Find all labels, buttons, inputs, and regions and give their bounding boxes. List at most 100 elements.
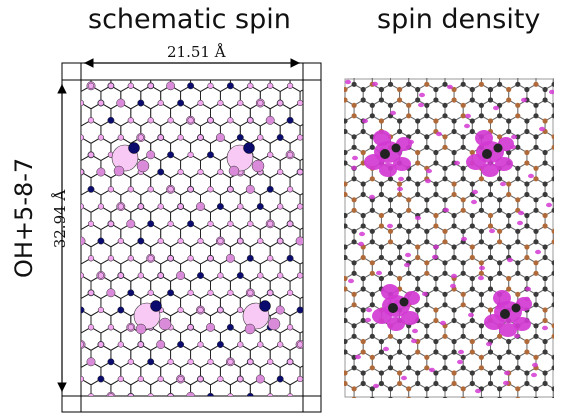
atom [543,412,548,417]
spin-site [286,116,294,124]
lattice-ring [310,276,330,299]
atom [351,396,357,398]
cluster-atom [391,143,401,153]
lattice-ring [426,382,446,398]
spin-site [277,99,284,107]
atom [342,402,347,407]
lattice-ring [471,241,491,264]
atom [369,302,375,308]
lattice-ring [344,308,346,322]
density-lobe-small [535,249,541,255]
lattice-ring [490,178,510,201]
lattice-ring [269,343,291,369]
atom [333,323,338,328]
density-lobe-small [475,388,481,394]
spin-site [207,392,214,396]
lattice-ring [318,258,336,279]
lattice-ring [150,378,172,396]
atom [497,386,503,392]
lattice-ring [320,86,340,109]
spin-site [97,134,104,141]
spin-site [68,255,74,261]
atom [424,386,430,392]
lattice-ring [150,274,172,300]
spin-site [287,186,294,193]
atom [361,412,366,417]
atom [533,354,539,360]
lattice-ring [353,382,373,398]
lattice-ring [229,205,251,231]
atom [433,412,438,417]
atom [487,118,494,124]
atom [478,260,484,266]
atom [543,402,548,407]
spin-site [68,83,74,89]
atom [497,396,502,398]
defect-positive-site [251,159,265,173]
atom [315,82,320,87]
atom [344,307,348,313]
atom [344,223,348,229]
atom [478,228,484,234]
atom [370,71,375,76]
lattice-ring [81,119,102,144]
atom [351,113,357,119]
spin-site [137,375,144,383]
atom [488,402,493,407]
density-lobe-small [528,173,534,179]
lattice-ring [499,382,519,398]
lattice-ring [269,171,291,196]
atom [487,86,494,93]
atom [433,191,439,198]
atom [315,271,320,276]
spin-site [207,358,214,365]
lattice-ring [327,399,345,417]
spin-site [227,220,234,227]
spin-site [137,272,144,279]
atom [369,260,375,266]
atom [551,134,554,140]
atom [442,333,448,339]
atom [533,396,539,398]
spin-site [157,99,164,107]
atom [460,365,466,371]
lattice-ring [435,367,455,390]
atom [406,270,412,276]
spin-site [215,133,225,142]
spin-site [157,375,164,383]
atom [397,97,403,103]
atom [351,197,357,203]
lattice-ring [190,274,211,300]
lattice-ring [544,83,554,106]
lattice-ring [120,361,142,386]
spin-site [81,341,85,348]
atom [442,102,448,108]
spin-site [277,341,284,348]
atom [415,191,421,198]
atom [315,334,320,339]
atom [344,97,348,103]
spin-site [287,82,294,89]
lattice-ring [399,241,419,264]
lattice-ring [553,356,554,369]
spin-site [307,152,313,158]
spin-site [277,237,284,245]
spin-site [245,184,255,194]
spin-site [247,82,254,89]
atom [415,244,421,250]
spin-site [81,168,85,176]
atom [424,144,430,150]
atom [524,55,529,60]
atom [397,55,402,60]
atom [487,275,494,282]
atom [551,228,554,234]
atom [533,165,539,171]
atom [379,55,384,60]
density-lobe-small [415,215,421,221]
spin-site [327,152,333,158]
lattice-ring [508,115,528,138]
lattice-ring [310,345,330,368]
atom [533,176,539,182]
density-lobe-cluster [513,317,531,331]
atom [478,354,484,360]
